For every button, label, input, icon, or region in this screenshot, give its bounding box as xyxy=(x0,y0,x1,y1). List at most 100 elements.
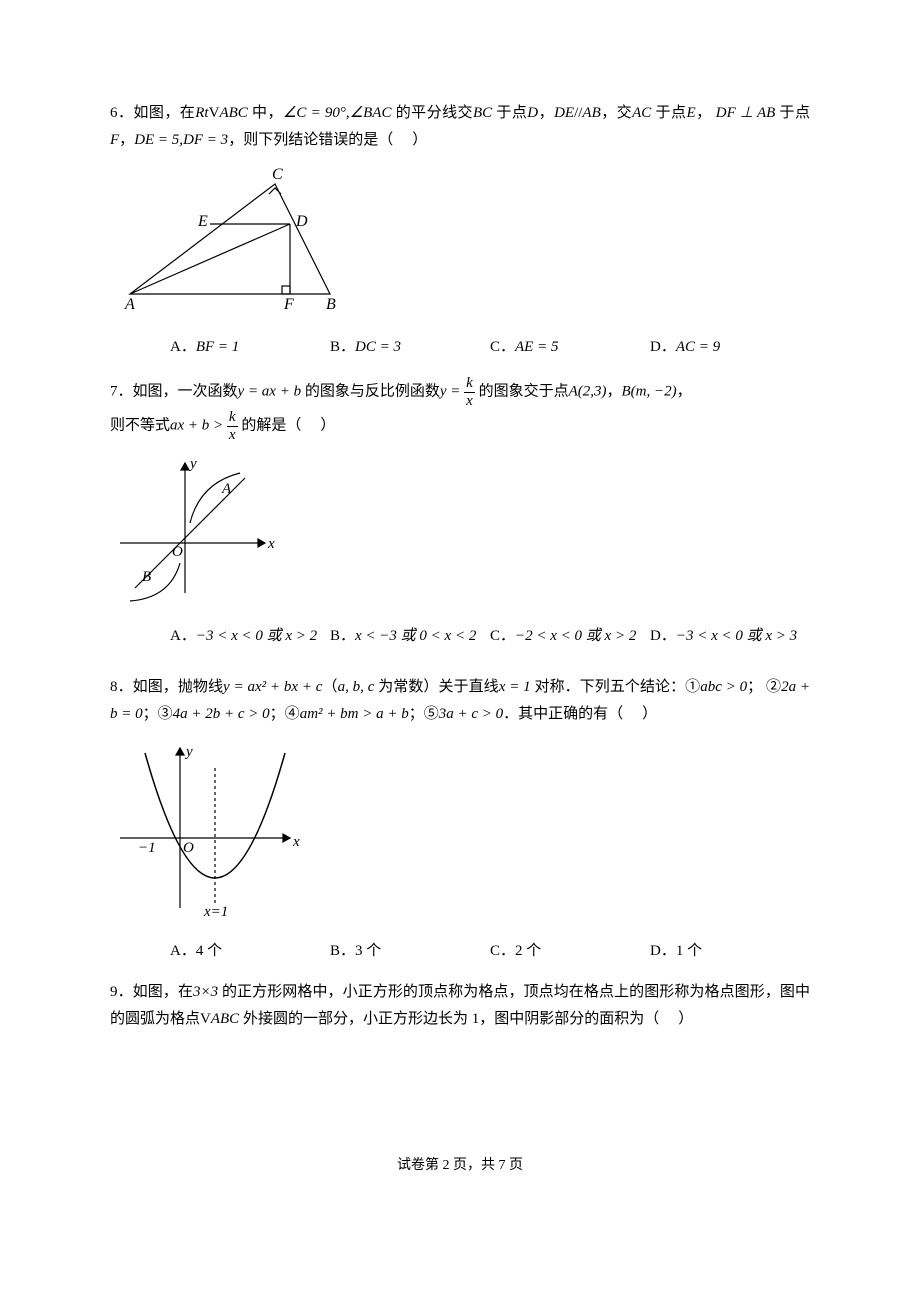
q6-ab2: AB xyxy=(757,105,775,121)
q6-oc-v: AE = 5 xyxy=(515,339,558,355)
q6-opt-d: D．AC = 9 xyxy=(650,334,810,361)
q6-ab: AB xyxy=(582,105,600,121)
q6-df: DF xyxy=(716,105,736,121)
q7-lo: O xyxy=(172,544,183,560)
q8-t3: ．其中正确的有 xyxy=(503,706,608,722)
q7-text: 7．如图，一次函数y = ax + b 的图象与反比例函数y = kx 的图象交… xyxy=(110,375,810,409)
q8-tc: 为常数）关于直线 xyxy=(378,679,499,695)
q6-t6: 于点 xyxy=(656,105,687,121)
q6-options: A．BF = 1 B．DC = 3 C．AE = 5 D．AC = 9 xyxy=(170,334,810,361)
q6-lbl-a: A xyxy=(124,296,135,313)
q7-opt-a: A．−3 < x < 0 或 x > 2 xyxy=(170,623,330,650)
q6-t3: 的平分线交 xyxy=(396,105,473,121)
q7-fd2: x xyxy=(227,427,238,444)
q8-number: 8． xyxy=(110,679,133,695)
q7-oa-v: −3 < x < 0 或 x > 2 xyxy=(196,628,317,644)
q6-number: 6． xyxy=(110,105,133,121)
q9-grid: 3×3 xyxy=(193,984,218,1000)
q6-ob-v: DC = 3 xyxy=(355,339,401,355)
q7-oc-v: −2 < x < 0 或 x > 2 xyxy=(515,628,636,644)
q7-options: A．−3 < x < 0 或 x > 2 B．x < −3 或 0 < x < … xyxy=(170,623,810,660)
q7-fd1: x xyxy=(464,393,475,410)
q9-number: 9． xyxy=(110,984,133,1000)
q7-number: 7． xyxy=(110,383,133,399)
q7-la: A xyxy=(221,481,232,497)
q6-figure: A B C D E F xyxy=(110,164,810,324)
q8-ly: y xyxy=(184,744,193,760)
q6-rt: Rt xyxy=(195,105,208,121)
q9-t1: 如图，在 xyxy=(133,984,193,1000)
q8-pa: （ xyxy=(322,679,337,695)
q6-df3: DF = 3 xyxy=(183,132,228,148)
q7-pa: A(2,3) xyxy=(569,383,607,399)
q8-sc1: ； xyxy=(747,679,762,695)
q7-eq2l: y = xyxy=(440,383,464,399)
q6-perp: ⊥ xyxy=(736,105,757,121)
footer-text: 试卷第 2 页，共 7 页 xyxy=(397,1158,523,1173)
question-7: 7．如图，一次函数y = ax + b 的图象与反比例函数y = kx 的图象交… xyxy=(110,375,810,660)
q6-oc-l: C． xyxy=(490,339,515,355)
q6-opt-b: B．DC = 3 xyxy=(330,334,490,361)
q9-text: 9．如图，在3×3 的正方形网格中，小正方形的顶点称为格点，顶点均在格点上的图形… xyxy=(110,979,810,1033)
q7-od-v: −3 < x < 0 或 x > 3 xyxy=(676,628,797,644)
q8-s4: am² + bm > a + b xyxy=(300,706,409,722)
q6-lbl-d: D xyxy=(295,213,308,230)
q6-angc: ∠C = 90°, xyxy=(283,105,350,121)
q7-ob-v: x < −3 或 0 < x < 2 xyxy=(355,628,476,644)
q9-t3: 外接圆的一部分，小正方形边长为 1，图中阴影部分的面积为 xyxy=(243,1011,644,1027)
q6-e: E xyxy=(686,105,695,121)
q8-c5: ；⑤ xyxy=(409,706,439,722)
q7-fn1: k xyxy=(464,375,475,393)
q6-c2: ， xyxy=(696,105,712,121)
q6-oa-l: A． xyxy=(170,339,196,355)
q7-lx: x xyxy=(267,536,275,552)
q6-angbac: ∠BAC xyxy=(350,105,392,121)
q8-paren: （ ） xyxy=(608,706,659,722)
q7-oc-l: C． xyxy=(490,628,515,644)
q8-s5: 3a + c > 0 xyxy=(439,706,503,722)
q7-eq1: y = ax + b xyxy=(238,383,302,399)
q7-t2: 的图象与反比例函数 xyxy=(305,383,440,399)
q6-t4: 于点 xyxy=(496,105,527,121)
question-6: 6．如图，在RtVABC 中，∠C = 90°,∠BAC 的平分线交BC 于点D… xyxy=(110,100,810,361)
question-9: 9．如图，在3×3 的正方形网格中，小正方形的顶点称为格点，顶点均在格点上的图形… xyxy=(110,979,810,1033)
q7-cm: ， xyxy=(606,383,621,399)
q6-text: 6．如图，在RtVABC 中，∠C = 90°,∠BAC 的平分线交BC 于点D… xyxy=(110,100,810,154)
q6-lbl-b: B xyxy=(326,296,336,313)
q7-opt-b: B．x < −3 或 0 < x < 2 xyxy=(330,623,490,650)
q8-s3: 4a + 2b + c > 0 xyxy=(173,706,270,722)
q6-c3: ， xyxy=(119,132,134,148)
q8-text: 8．如图，抛物线y = ax² + bx + c（a, b, c 为常数）关于直… xyxy=(110,674,810,728)
q8-s1: abc > 0 xyxy=(700,679,747,695)
q8-c3: ；③ xyxy=(143,706,173,722)
q7-ly: y xyxy=(188,456,197,472)
q7-l22: 的解是 xyxy=(241,417,286,433)
q7-iq: ax + b > xyxy=(170,417,227,433)
q6-oa-v: BF = 1 xyxy=(196,339,239,355)
q7-opt-c: C．−2 < x < 0 或 x > 2 xyxy=(490,623,650,650)
q6-t1: 如图，在 xyxy=(133,105,195,121)
q8-opt-d: D．1 个 xyxy=(650,938,810,965)
q6-t2: 中， xyxy=(252,105,283,121)
q6-t7: 于点 xyxy=(780,105,810,121)
question-8: 8．如图，抛物线y = ax² + bx + c（a, b, c 为常数）关于直… xyxy=(110,674,810,965)
q8-lxe1: x=1 xyxy=(203,904,228,918)
q6-od-l: D． xyxy=(650,339,676,355)
q7-ob-l: B． xyxy=(330,628,355,644)
q7-frac1: kx xyxy=(464,375,475,409)
q6-c1: ， xyxy=(538,105,554,121)
q7-pb: B(m, −2) xyxy=(622,383,677,399)
q6-od-v: AC = 9 xyxy=(676,339,720,355)
q8-opt-b: B．3 个 xyxy=(330,938,490,965)
q6-lbl-f: F xyxy=(283,296,294,313)
q6-opt-a: A．BF = 1 xyxy=(170,334,330,361)
q8-c4: ；④ xyxy=(270,706,300,722)
q6-t8: ，则下列结论错误的是 xyxy=(228,132,378,148)
q6-paren: （ ） xyxy=(378,132,429,148)
q8-x1: x = 1 xyxy=(499,679,531,695)
q7-graph-svg: x y O A B xyxy=(110,453,280,603)
q8-lx: x xyxy=(292,834,300,850)
q6-ac: AC xyxy=(632,105,651,121)
q8-opt-a: A．4 个 xyxy=(170,938,330,965)
q7-paren: （ ） xyxy=(286,417,337,433)
